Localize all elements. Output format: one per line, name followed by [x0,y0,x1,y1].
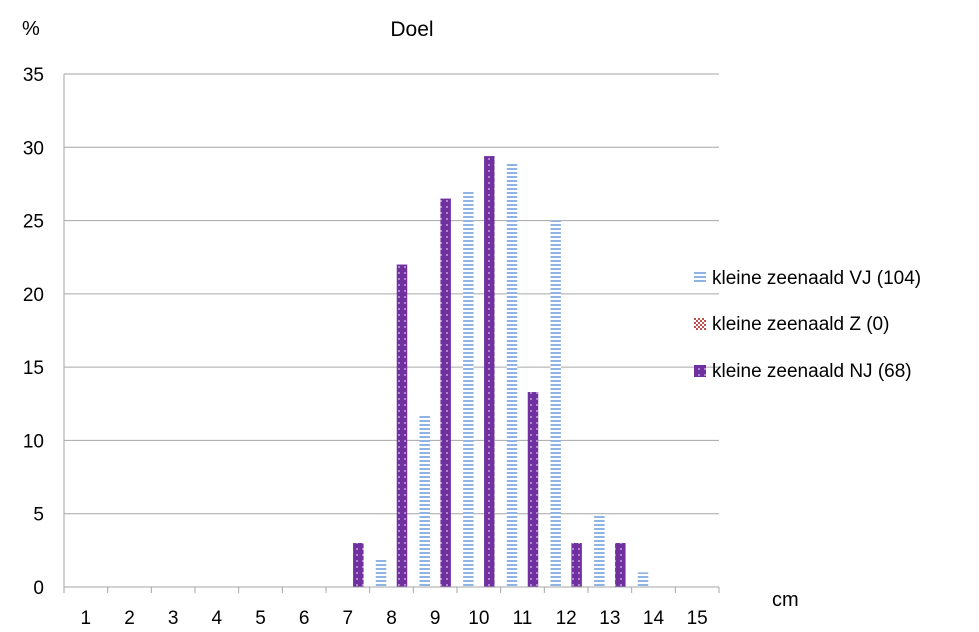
y-tick-label: 15 [23,358,44,379]
bars [353,156,649,588]
bar-series1-cat11 [506,163,518,587]
y-axis-label: % [22,18,40,40]
legend-item-2: kleine zeenaald Z (0) [694,314,889,335]
x-tick-label: 14 [643,608,665,629]
bar-series1-cat12 [550,220,561,588]
y-axis-ticks: 0 5 10 15 20 25 30 35 [23,65,44,599]
bar-series1-cat8 [375,559,387,587]
y-tick-label: 20 [23,285,44,306]
gridlines [63,73,719,587]
y-tick-label: 25 [23,212,44,233]
x-tick-label: 1 [81,608,92,629]
x-tick-label: 8 [386,608,397,629]
y-tick-label: 10 [23,431,44,452]
x-axis: 1 2 3 4 5 6 7 8 9 10 11 12 13 14 15 [63,586,720,629]
bar-series1-cat10 [463,191,474,587]
y-tick-label: 0 [33,578,44,599]
legend-swatch [694,318,706,330]
bar-series3-cat7 [353,543,364,587]
legend-item-1: kleine zeenaald VJ (104) [694,268,921,289]
legend-swatch [694,365,706,377]
x-axis-label: cm [772,589,799,611]
x-tick-label: 7 [343,608,354,629]
legend-label: kleine zeenaald NJ (68) [712,361,912,382]
x-tick-label: 13 [599,608,620,629]
bar-series1-cat14 [637,572,649,587]
legend-label: kleine zeenaald VJ (104) [712,268,921,289]
legend-swatch [694,272,706,284]
x-tick-label: 3 [168,608,179,629]
x-tick-label: 5 [255,608,266,629]
y-tick-label: 5 [33,505,44,526]
bar-series3-cat11 [527,392,539,587]
y-tick-label: 30 [23,138,44,159]
y-tick-label: 35 [23,65,44,86]
legend-item-3: kleine zeenaald NJ (68) [694,361,912,382]
x-tick-label: 11 [513,608,533,629]
chart-title: Doel [390,18,433,41]
x-tick-label: 6 [299,608,310,629]
bar-series3-cat12 [571,543,582,587]
x-tick-label: 2 [124,608,135,629]
x-tick-label: 10 [468,608,489,629]
bar-series1-cat9 [419,415,430,587]
legend: kleine zeenaald VJ (104) kleine zeenaald … [694,268,921,382]
bar-series1-cat13 [594,515,605,587]
bar-series3-cat8 [396,264,408,587]
x-tick-label: 15 [687,608,708,629]
bar-series3-cat10 [484,156,495,587]
x-tick-label: 9 [430,608,441,629]
x-tick-label: 4 [212,608,223,629]
x-tick-label: 12 [556,608,577,629]
bar-series3-cat13 [615,543,626,587]
legend-label: kleine zeenaald Z (0) [712,314,889,335]
bar-series3-cat9 [440,198,451,588]
